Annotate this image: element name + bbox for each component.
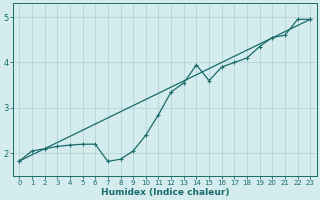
X-axis label: Humidex (Indice chaleur): Humidex (Indice chaleur) bbox=[100, 188, 229, 197]
